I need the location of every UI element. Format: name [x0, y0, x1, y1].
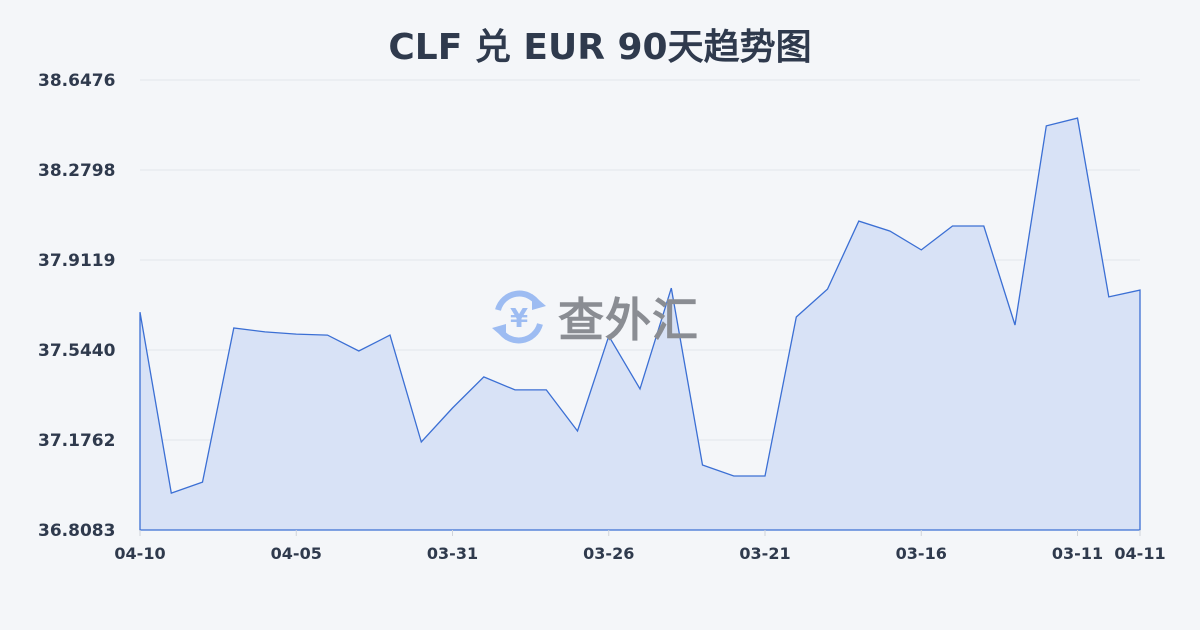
x-tick-label: 04-11: [1114, 544, 1165, 563]
y-tick-label: 37.5440: [38, 341, 116, 361]
x-tick-label: 04-05: [271, 544, 322, 563]
y-tick-label: 38.2798: [38, 161, 115, 181]
x-tick-label: 03-16: [896, 544, 947, 563]
yen-exchange-icon: ¥: [492, 290, 546, 344]
y-tick-label: 36.8083: [38, 521, 115, 541]
y-tick-label: 37.9119: [38, 251, 115, 271]
x-tick-label: 03-26: [583, 544, 634, 563]
area-fill: [140, 118, 1140, 530]
x-tick-label: 03-11: [1052, 544, 1103, 563]
svg-text:¥: ¥: [510, 304, 528, 334]
watermark-text: 查外汇: [558, 293, 699, 347]
x-tick-label: 03-31: [427, 544, 478, 563]
x-tick-label: 03-21: [739, 544, 790, 563]
y-tick-label: 37.1762: [38, 431, 115, 451]
watermark: ¥ 查外汇: [488, 284, 699, 350]
x-tick-label: 04-10: [114, 544, 165, 563]
y-tick-label: 38.6476: [38, 71, 115, 91]
series-line: [139, 117, 1141, 531]
chart-title: CLF 兑 EUR 90天趋势图: [388, 27, 812, 68]
